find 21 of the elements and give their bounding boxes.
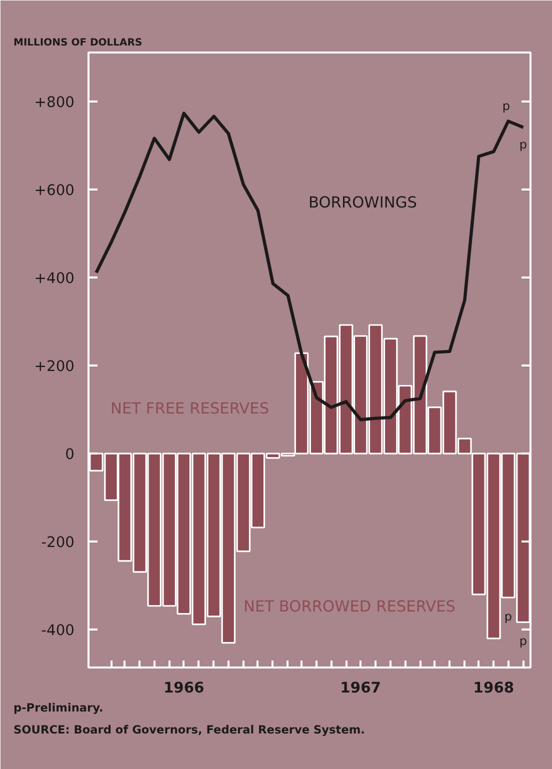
text: BORROWINGS <box>308 194 417 212</box>
y-tick-label: +400 <box>34 270 75 287</box>
annotation: p <box>519 634 528 648</box>
y-tick-label: 0 <box>65 446 75 464</box>
y-axis-title: MILLIONS OF DOLLARS <box>14 38 142 48</box>
series-label: NET FREE RESERVES <box>110 400 270 418</box>
x-tick-label: 1968 <box>473 680 514 696</box>
y-tick-label: +200 <box>34 358 75 376</box>
annotation: p <box>519 137 528 152</box>
x-tick-label: 1966 <box>163 680 204 696</box>
line-series <box>94 112 525 422</box>
y-tick-label: +800 <box>34 94 75 111</box>
annotation: p <box>504 610 512 624</box>
x-tick-label: 1967 <box>340 680 381 696</box>
source-note: SOURCE: Board of Governors, Federal Reserve System. <box>14 722 365 736</box>
y-tick-label: -400 <box>41 622 75 640</box>
y-tick-label: -200 <box>41 534 75 552</box>
text: p-Preliminary. <box>14 700 104 714</box>
annotation: p <box>502 99 510 114</box>
y-tick-label: +600 <box>34 182 75 199</box>
series-label: NET BORROWED RESERVES <box>244 598 456 616</box>
